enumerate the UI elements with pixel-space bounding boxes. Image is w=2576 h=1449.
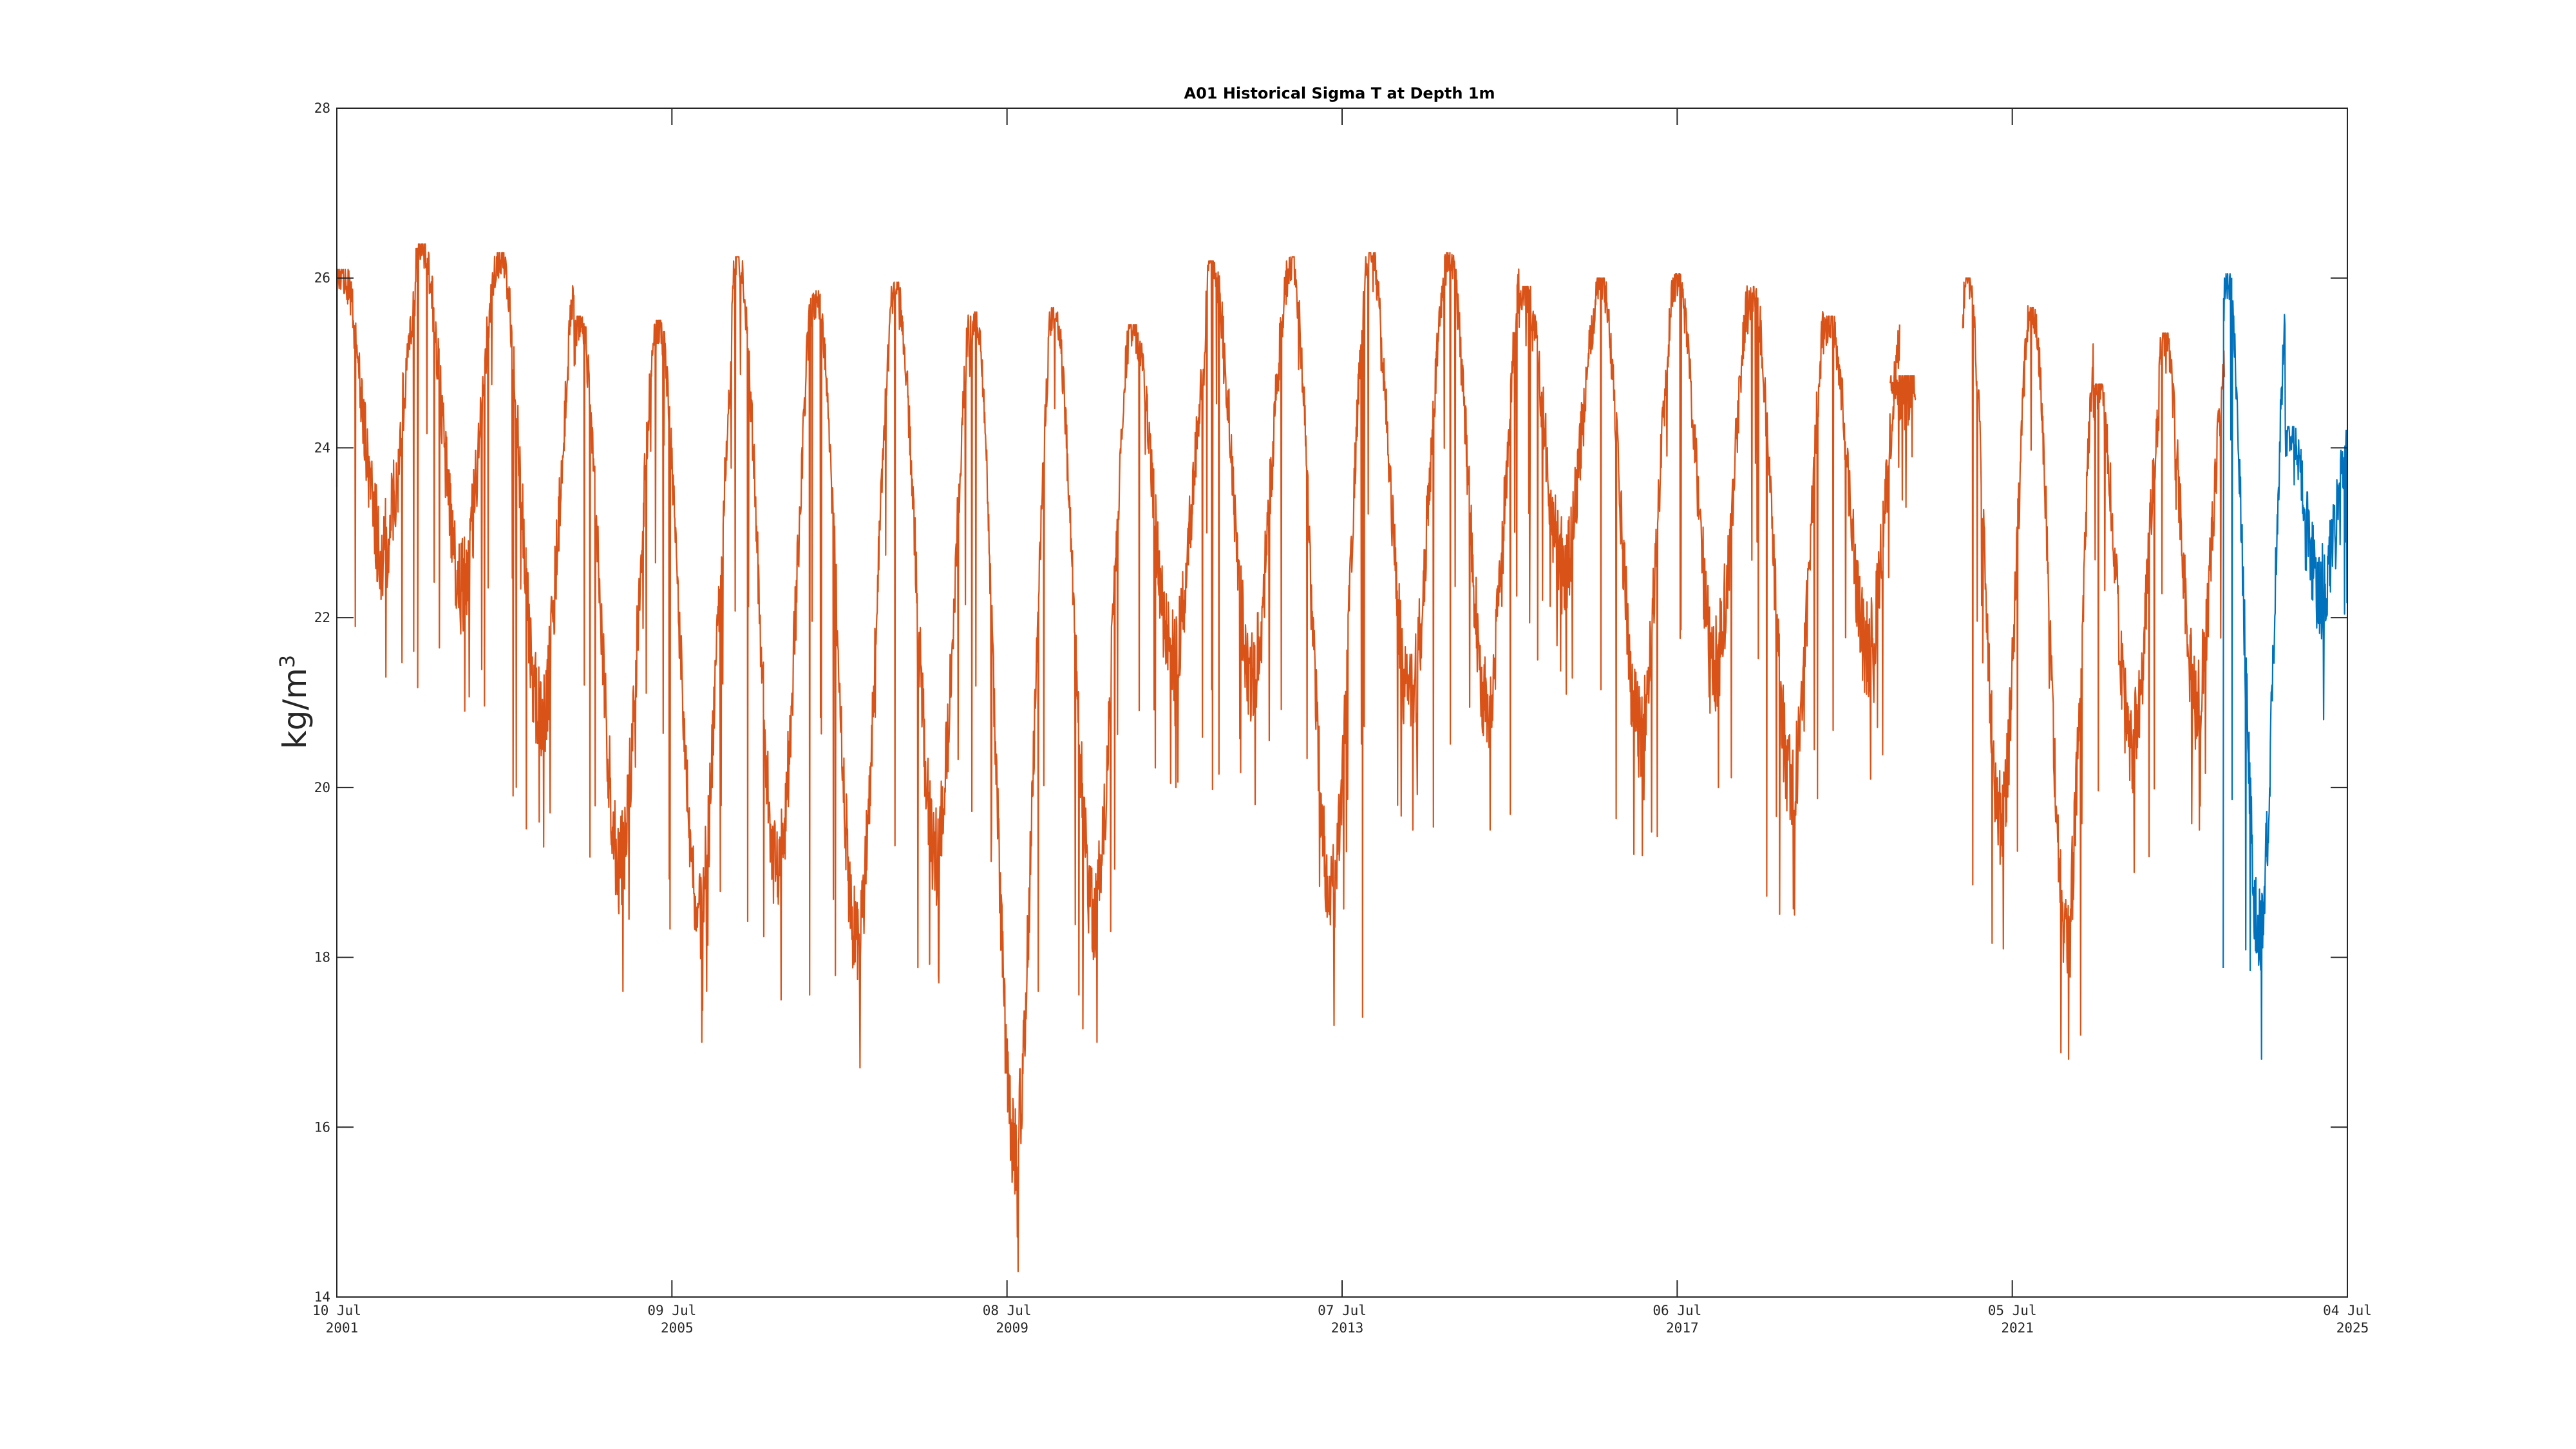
y-ticks: 14 16 18 20 22 24 26 28 <box>314 100 2347 1305</box>
x-tick-label-year: 2001 <box>326 1320 359 1336</box>
series-layer <box>336 243 2349 1273</box>
x-tick-label-day: 09 Jul <box>647 1303 696 1318</box>
y-tick-label: 26 <box>314 270 330 286</box>
y-tick-label: 24 <box>314 440 330 455</box>
y-tick-label: 20 <box>314 780 330 795</box>
y-tick-label: 18 <box>314 950 330 965</box>
chart-title: A01 Historical Sigma T at Depth 1m <box>1184 84 1495 102</box>
x-tick-label-year: 2017 <box>1666 1320 1699 1336</box>
x-tick-label-day: 06 Jul <box>1653 1303 1701 1318</box>
y-tick-label: 14 <box>314 1289 330 1305</box>
x-tick-label-day: 08 Jul <box>983 1303 1032 1318</box>
y-tick-label: 28 <box>314 100 330 116</box>
series-line-historical-1 <box>1442 252 1900 916</box>
series-line-historical-3 <box>1962 277 2226 1060</box>
y-axis-label: kg/m3 <box>275 655 314 750</box>
x-tick-label-day: 07 Jul <box>1318 1303 1367 1318</box>
series-line-historical-0 <box>336 243 1444 1273</box>
series-line-recent-0 <box>2222 273 2349 1060</box>
y-axis-label-superscript: 3 <box>275 655 299 668</box>
x-tick-label-year: 2025 <box>2336 1320 2369 1336</box>
x-tick-label-year: 2013 <box>1331 1320 1364 1336</box>
y-axis-label-text: kg/m <box>276 668 314 749</box>
y-tick-label: 22 <box>314 610 330 625</box>
x-ticks: 10 Jul 2001 09 Jul 2005 08 Jul 2009 07 Jul 2013… <box>312 108 2372 1336</box>
x-tick-label-year: 2021 <box>2001 1320 2034 1336</box>
plot-area-frame <box>336 108 2348 1298</box>
x-tick-label-year: 2005 <box>661 1320 694 1336</box>
x-tick-label-year: 2009 <box>996 1320 1028 1336</box>
x-tick-label-day: 10 Jul <box>312 1303 361 1318</box>
x-tick-label-day: 04 Jul <box>2323 1303 2372 1318</box>
x-tick-label-day: 05 Jul <box>1988 1303 2037 1318</box>
y-tick-label: 16 <box>314 1119 330 1135</box>
series-line-historical-2 <box>1889 375 1917 508</box>
